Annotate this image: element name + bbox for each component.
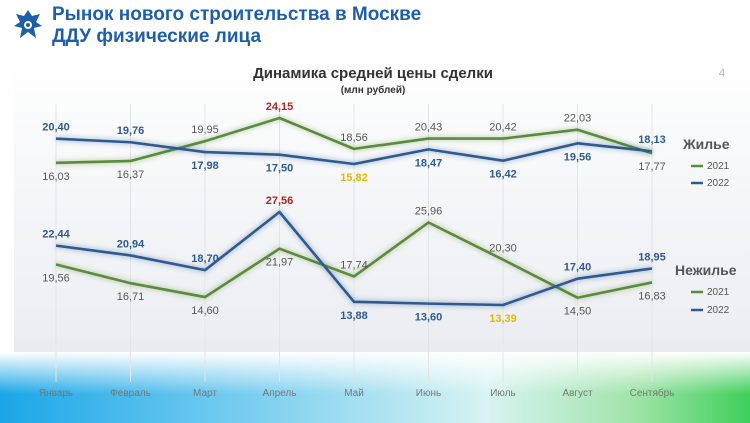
series-line-2022 xyxy=(55,210,653,307)
x-tick-label: Январь xyxy=(39,388,73,399)
data-label: 22,44 xyxy=(42,229,70,241)
bottom-band-fade xyxy=(0,352,750,394)
data-label: 13,60 xyxy=(415,312,443,324)
data-label: 13,88 xyxy=(340,310,368,322)
data-label: 15,82 xyxy=(340,172,368,184)
page-title: Рынок нового строительства в Москве xyxy=(52,4,422,25)
x-tick-label: Июль xyxy=(490,388,516,399)
data-label: 16,42 xyxy=(489,169,517,181)
data-label: 18,56 xyxy=(340,132,368,144)
data-label: 20,43 xyxy=(415,122,443,134)
legend-label-2021: 2021 xyxy=(707,287,730,298)
chart-title: Динамика средней цены сделки xyxy=(253,65,493,82)
data-label: 19,56 xyxy=(42,273,70,285)
legend-nonresidential: Нежилье 2021 2022 xyxy=(675,262,737,316)
x-tick-label: Февраль xyxy=(110,388,151,399)
data-label: 19,76 xyxy=(117,125,145,137)
data-label: 20,30 xyxy=(489,243,517,255)
x-tick-label: Август xyxy=(562,388,593,399)
chart-housing: 16,03 16,37 19,95 24,15 18,56 20,43 20,42 22,03… xyxy=(42,101,666,184)
data-label: 24,15 xyxy=(266,101,294,113)
chart-panel: Динамика средней цены сделки (млн рублей… xyxy=(0,52,750,423)
x-tick-label: Май xyxy=(344,388,364,399)
chart-nonresidential: 19,56 16,71 14,60 21,97 17,74 25,96 20,30 14,50… xyxy=(42,195,666,325)
eagle-emblem-icon xyxy=(14,10,42,38)
legend-label-2022: 2022 xyxy=(707,178,730,189)
x-tick-label: Сентябрь xyxy=(630,387,675,399)
series-line-2021 xyxy=(55,116,653,165)
header: Рынок нового строительства в Москве ДДУ … xyxy=(0,0,750,50)
data-label: 20,94 xyxy=(117,238,145,250)
data-label: 21,97 xyxy=(266,257,294,269)
data-label: 22,03 xyxy=(564,113,592,125)
data-label: 14,60 xyxy=(191,305,219,317)
data-label: 17,77 xyxy=(638,161,666,173)
data-label: 17,40 xyxy=(564,262,592,274)
x-axis-labels: Январь Февраль Март Апрель Май Июнь Июль Август… xyxy=(39,387,675,399)
legend-title-housing: Жилье xyxy=(682,136,730,152)
legend-housing: Жилье 2021 2022 xyxy=(682,136,730,189)
data-label: 25,96 xyxy=(415,206,443,218)
data-label: 17,50 xyxy=(266,163,294,175)
data-label: 20,42 xyxy=(489,122,517,134)
data-label: 27,56 xyxy=(266,195,294,207)
x-tick-label: Март xyxy=(193,388,217,399)
data-label: 16,03 xyxy=(42,171,70,183)
data-label: 18,13 xyxy=(638,134,666,146)
series-line-2022 xyxy=(55,137,653,166)
data-label: 16,37 xyxy=(117,169,145,181)
legend-title-nonresidential: Нежилье xyxy=(675,262,737,278)
data-label: 18,95 xyxy=(638,252,666,264)
page-subtitle: ДДУ физические лица xyxy=(52,26,262,47)
legend-label-2021: 2021 xyxy=(707,161,730,172)
data-label: 19,95 xyxy=(191,124,219,136)
data-label: 18,70 xyxy=(191,253,219,265)
data-label: 19,56 xyxy=(564,151,592,163)
x-tick-label: Июнь xyxy=(416,388,441,399)
data-label: 16,71 xyxy=(117,291,145,303)
chart-subtitle: (млн рублей) xyxy=(341,84,406,96)
legend-label-2022: 2022 xyxy=(707,305,730,316)
data-label: 20,40 xyxy=(42,122,70,134)
data-label: 13,39 xyxy=(489,313,517,325)
data-label: 17,74 xyxy=(340,259,368,271)
page-number: 4 xyxy=(719,66,726,80)
data-label: 14,50 xyxy=(564,306,592,318)
x-tick-label: Апрель xyxy=(263,388,297,399)
data-label: 16,83 xyxy=(638,290,666,302)
data-label: 17,98 xyxy=(191,160,219,172)
data-label: 18,47 xyxy=(415,157,443,169)
